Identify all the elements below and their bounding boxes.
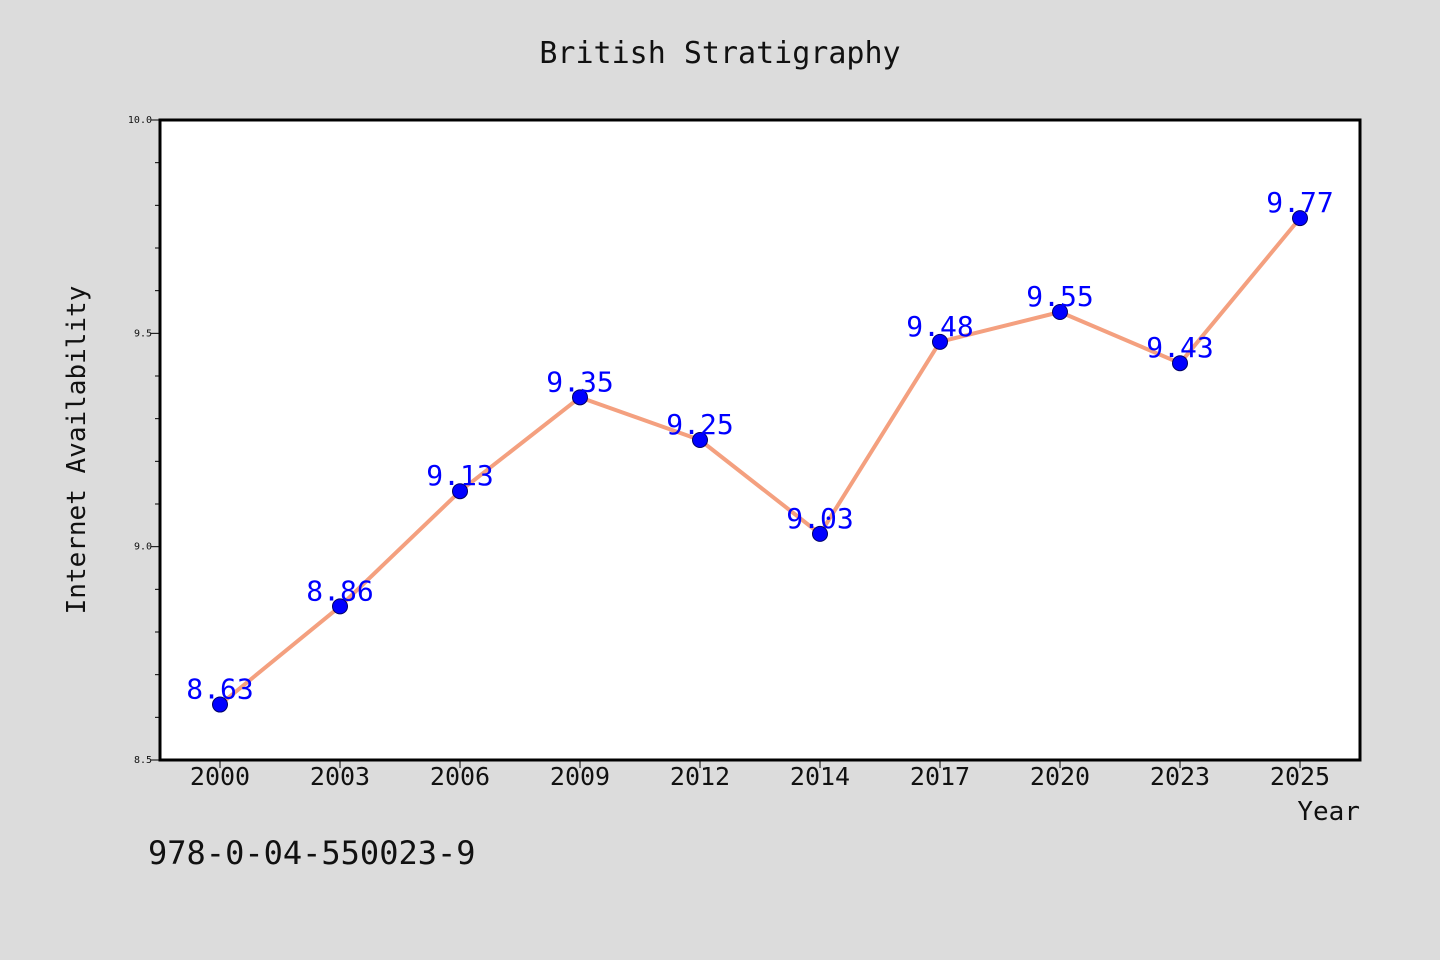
data-label: 9.13	[426, 459, 493, 492]
data-label: 9.48	[906, 310, 973, 343]
x-tick-label: 2003	[310, 762, 370, 791]
y-axis-label: Internet Availability	[62, 286, 92, 615]
data-point	[932, 333, 948, 350]
data-label: 9.03	[786, 502, 853, 535]
y-tick-label: 9.5	[134, 328, 152, 339]
data-point	[692, 432, 708, 448]
x-tick-label: 2000	[190, 762, 250, 791]
data-point	[572, 389, 588, 406]
y-tick-label: 8.5	[134, 755, 152, 766]
x-axis-label: Year	[1297, 797, 1360, 827]
y-axis-ticks: 8.5 9.0 9.5 10.0	[128, 115, 160, 766]
chart-title: British Stratigraphy	[539, 36, 900, 71]
data-label: 9.55	[1026, 280, 1093, 313]
x-tick-label: 2017	[910, 762, 970, 791]
data-point	[1052, 304, 1068, 320]
data-point	[332, 598, 348, 615]
data-point	[1172, 355, 1188, 372]
x-tick-label: 2014	[790, 762, 850, 791]
data-point	[812, 525, 828, 542]
x-axis-ticks: 2000 2003 2006 2009 2012 2014 2017 2020 2023 2025	[190, 760, 1330, 791]
data-markers	[212, 210, 1308, 713]
y-tick-label: 10.0	[128, 115, 152, 126]
data-label: 9.35	[546, 365, 613, 398]
x-tick-label: 2023	[1150, 762, 1210, 791]
data-point	[1292, 210, 1308, 227]
x-tick-label: 2012	[670, 762, 730, 791]
data-label: 9.77	[1266, 186, 1333, 219]
plot-area	[158, 118, 1362, 762]
x-tick-label: 2009	[550, 762, 610, 791]
data-point	[452, 483, 468, 500]
y-tick-label: 9.0	[134, 542, 152, 553]
x-tick-label: 2020	[1030, 762, 1090, 791]
x-tick-label: 2025	[1270, 762, 1330, 791]
series-line	[218, 216, 1302, 707]
data-label: 8.63	[186, 673, 253, 706]
data-label: 8.86	[306, 574, 373, 607]
data-labels: 8.63 8.86 9.13 9.35 9.25 9.03 9.48 9.55 9.43 9.77	[186, 186, 1333, 705]
isbn-annotation: 978-0-04-550023-9	[148, 834, 476, 872]
data-label: 9.43	[1146, 331, 1213, 364]
x-tick-label: 2006	[430, 762, 490, 791]
data-point	[212, 696, 228, 713]
data-label: 9.25	[666, 408, 733, 441]
